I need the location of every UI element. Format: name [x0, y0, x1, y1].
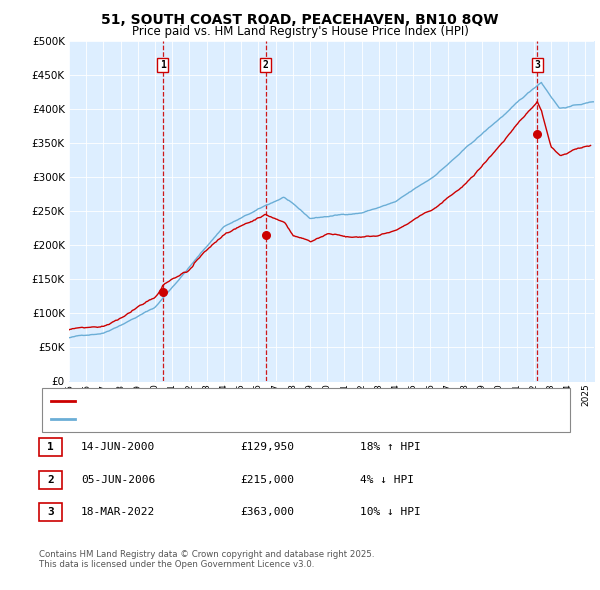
Text: 51, SOUTH COAST ROAD, PEACEHAVEN, BN10 8QW (semi-detached house): 51, SOUTH COAST ROAD, PEACEHAVEN, BN10 8… — [81, 396, 448, 406]
Text: 2: 2 — [47, 475, 54, 484]
Text: HPI: Average price, semi-detached house, Lewes: HPI: Average price, semi-detached house,… — [81, 415, 319, 424]
Point — [533, 130, 542, 139]
Text: Price paid vs. HM Land Registry's House Price Index (HPI): Price paid vs. HM Land Registry's House … — [131, 25, 469, 38]
Text: 4% ↓ HPI: 4% ↓ HPI — [360, 475, 414, 484]
Point — [261, 230, 271, 240]
Text: 51, SOUTH COAST ROAD, PEACEHAVEN, BN10 8QW: 51, SOUTH COAST ROAD, PEACEHAVEN, BN10 8… — [101, 13, 499, 27]
Text: £363,000: £363,000 — [240, 507, 294, 517]
Text: 10% ↓ HPI: 10% ↓ HPI — [360, 507, 421, 517]
Text: 3: 3 — [47, 507, 54, 517]
Text: 18% ↑ HPI: 18% ↑ HPI — [360, 442, 421, 452]
Text: 14-JUN-2000: 14-JUN-2000 — [81, 442, 155, 452]
Text: 18-MAR-2022: 18-MAR-2022 — [81, 507, 155, 517]
Text: 2: 2 — [263, 60, 269, 70]
Text: 1: 1 — [47, 442, 54, 452]
Text: 1: 1 — [160, 60, 166, 70]
Point — [158, 288, 167, 297]
Text: 3: 3 — [535, 60, 541, 70]
Text: Contains HM Land Registry data © Crown copyright and database right 2025.
This d: Contains HM Land Registry data © Crown c… — [39, 550, 374, 569]
Text: £215,000: £215,000 — [240, 475, 294, 484]
Text: £129,950: £129,950 — [240, 442, 294, 452]
Text: 05-JUN-2006: 05-JUN-2006 — [81, 475, 155, 484]
